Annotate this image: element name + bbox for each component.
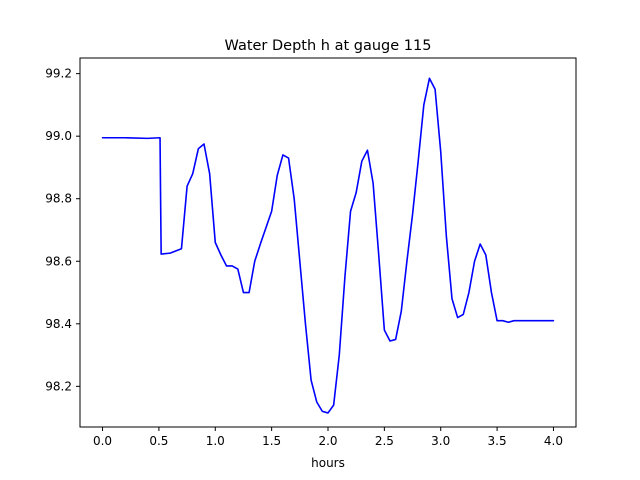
x-tick-label: 2.0 (318, 434, 337, 448)
x-tick-label: 0.0 (93, 434, 112, 448)
y-tick-label: 98.2 (45, 379, 72, 393)
series-line-0 (101, 77, 555, 414)
plot-area (79, 57, 577, 428)
y-tick-label: 98.8 (45, 192, 72, 206)
x-tick-label: 4.0 (544, 434, 563, 448)
y-tick-label: 98.6 (45, 254, 72, 268)
y-axis: 98.2 98.4 98.6 98.8 99.0 99.2 (45, 67, 80, 393)
x-tick-label: 2.5 (375, 434, 394, 448)
plot-frame (79, 57, 577, 428)
x-tick-label: 3.5 (488, 434, 507, 448)
x-axis-label: hours (311, 456, 345, 470)
y-tick-label: 99.0 (45, 129, 72, 143)
x-axis: 0.0 0.5 1.0 1.5 2.0 2.5 3.0 3.5 4.0 (93, 427, 563, 448)
x-tick-label: 1.5 (262, 434, 281, 448)
x-tick-label: 1.0 (206, 434, 225, 448)
y-tick-label: 98.4 (45, 317, 72, 331)
x-tick-label: 0.5 (149, 434, 168, 448)
y-tick-label: 99.2 (45, 67, 72, 81)
x-tick-label: 3.0 (431, 434, 450, 448)
chart-title: Water Depth h at gauge 115 (225, 38, 432, 54)
